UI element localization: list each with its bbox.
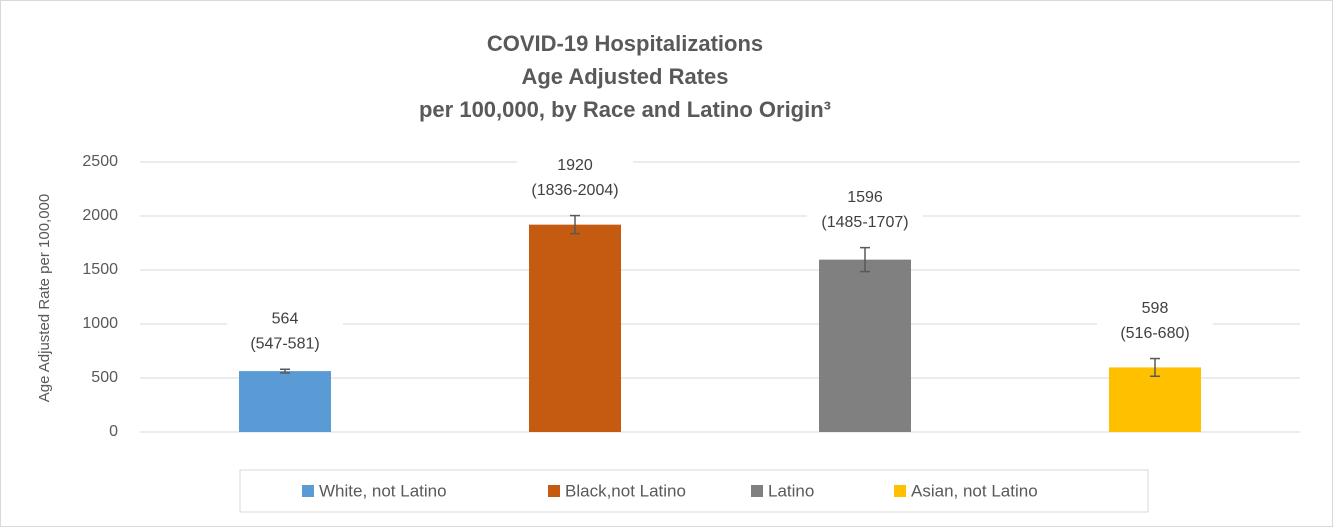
chart-title: per 100,000, by Race and Latino Origin³ bbox=[419, 97, 831, 122]
legend-swatch bbox=[302, 485, 314, 497]
legend-box bbox=[239, 469, 1149, 513]
data-label-bg bbox=[517, 153, 633, 206]
legend-label: Black,not Latino bbox=[565, 481, 686, 500]
legend-swatch bbox=[548, 485, 560, 497]
y-tick-label: 1500 bbox=[82, 261, 118, 278]
bar bbox=[529, 224, 621, 432]
data-label-bg bbox=[1097, 296, 1213, 349]
chart-title: COVID-19 Hospitalizations bbox=[487, 31, 763, 56]
bar bbox=[819, 259, 911, 432]
y-tick-label: 0 bbox=[109, 423, 118, 440]
data-label: 598 bbox=[1142, 300, 1169, 317]
chart-title: Age Adjusted Rates bbox=[521, 64, 728, 89]
y-tick-label: 1000 bbox=[82, 315, 118, 332]
bar bbox=[239, 371, 331, 432]
legend-label: Latino bbox=[768, 481, 814, 500]
data-label: 1596 bbox=[847, 189, 883, 206]
data-label: (1485-1707) bbox=[821, 214, 908, 231]
bar bbox=[1109, 367, 1201, 432]
data-label-bg bbox=[227, 307, 343, 360]
y-tick-label: 2000 bbox=[82, 207, 118, 224]
legend-swatch bbox=[751, 485, 763, 497]
y-axis-label: Age Adjusted Rate per 100,000 bbox=[36, 194, 53, 403]
data-label: 1920 bbox=[557, 157, 593, 174]
legend-label: Asian, not Latino bbox=[911, 481, 1038, 500]
legend-swatch bbox=[894, 485, 906, 497]
data-label-bg bbox=[807, 185, 923, 238]
y-tick-label: 2500 bbox=[82, 153, 118, 170]
legend-label: White, not Latino bbox=[319, 481, 447, 500]
data-label: (1836-2004) bbox=[531, 182, 618, 199]
data-label: (516-680) bbox=[1120, 325, 1189, 342]
data-label: (547-581) bbox=[250, 335, 319, 352]
y-tick-label: 500 bbox=[91, 369, 118, 386]
data-label: 564 bbox=[272, 310, 299, 327]
